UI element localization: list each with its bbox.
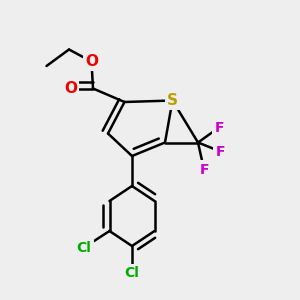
Text: Cl: Cl xyxy=(76,241,92,254)
Text: O: O xyxy=(64,81,77,96)
Text: F: F xyxy=(199,163,209,176)
Text: F: F xyxy=(214,121,224,134)
Text: Cl: Cl xyxy=(124,266,140,280)
Text: F: F xyxy=(216,145,225,158)
Text: S: S xyxy=(167,93,178,108)
Text: O: O xyxy=(85,54,98,69)
